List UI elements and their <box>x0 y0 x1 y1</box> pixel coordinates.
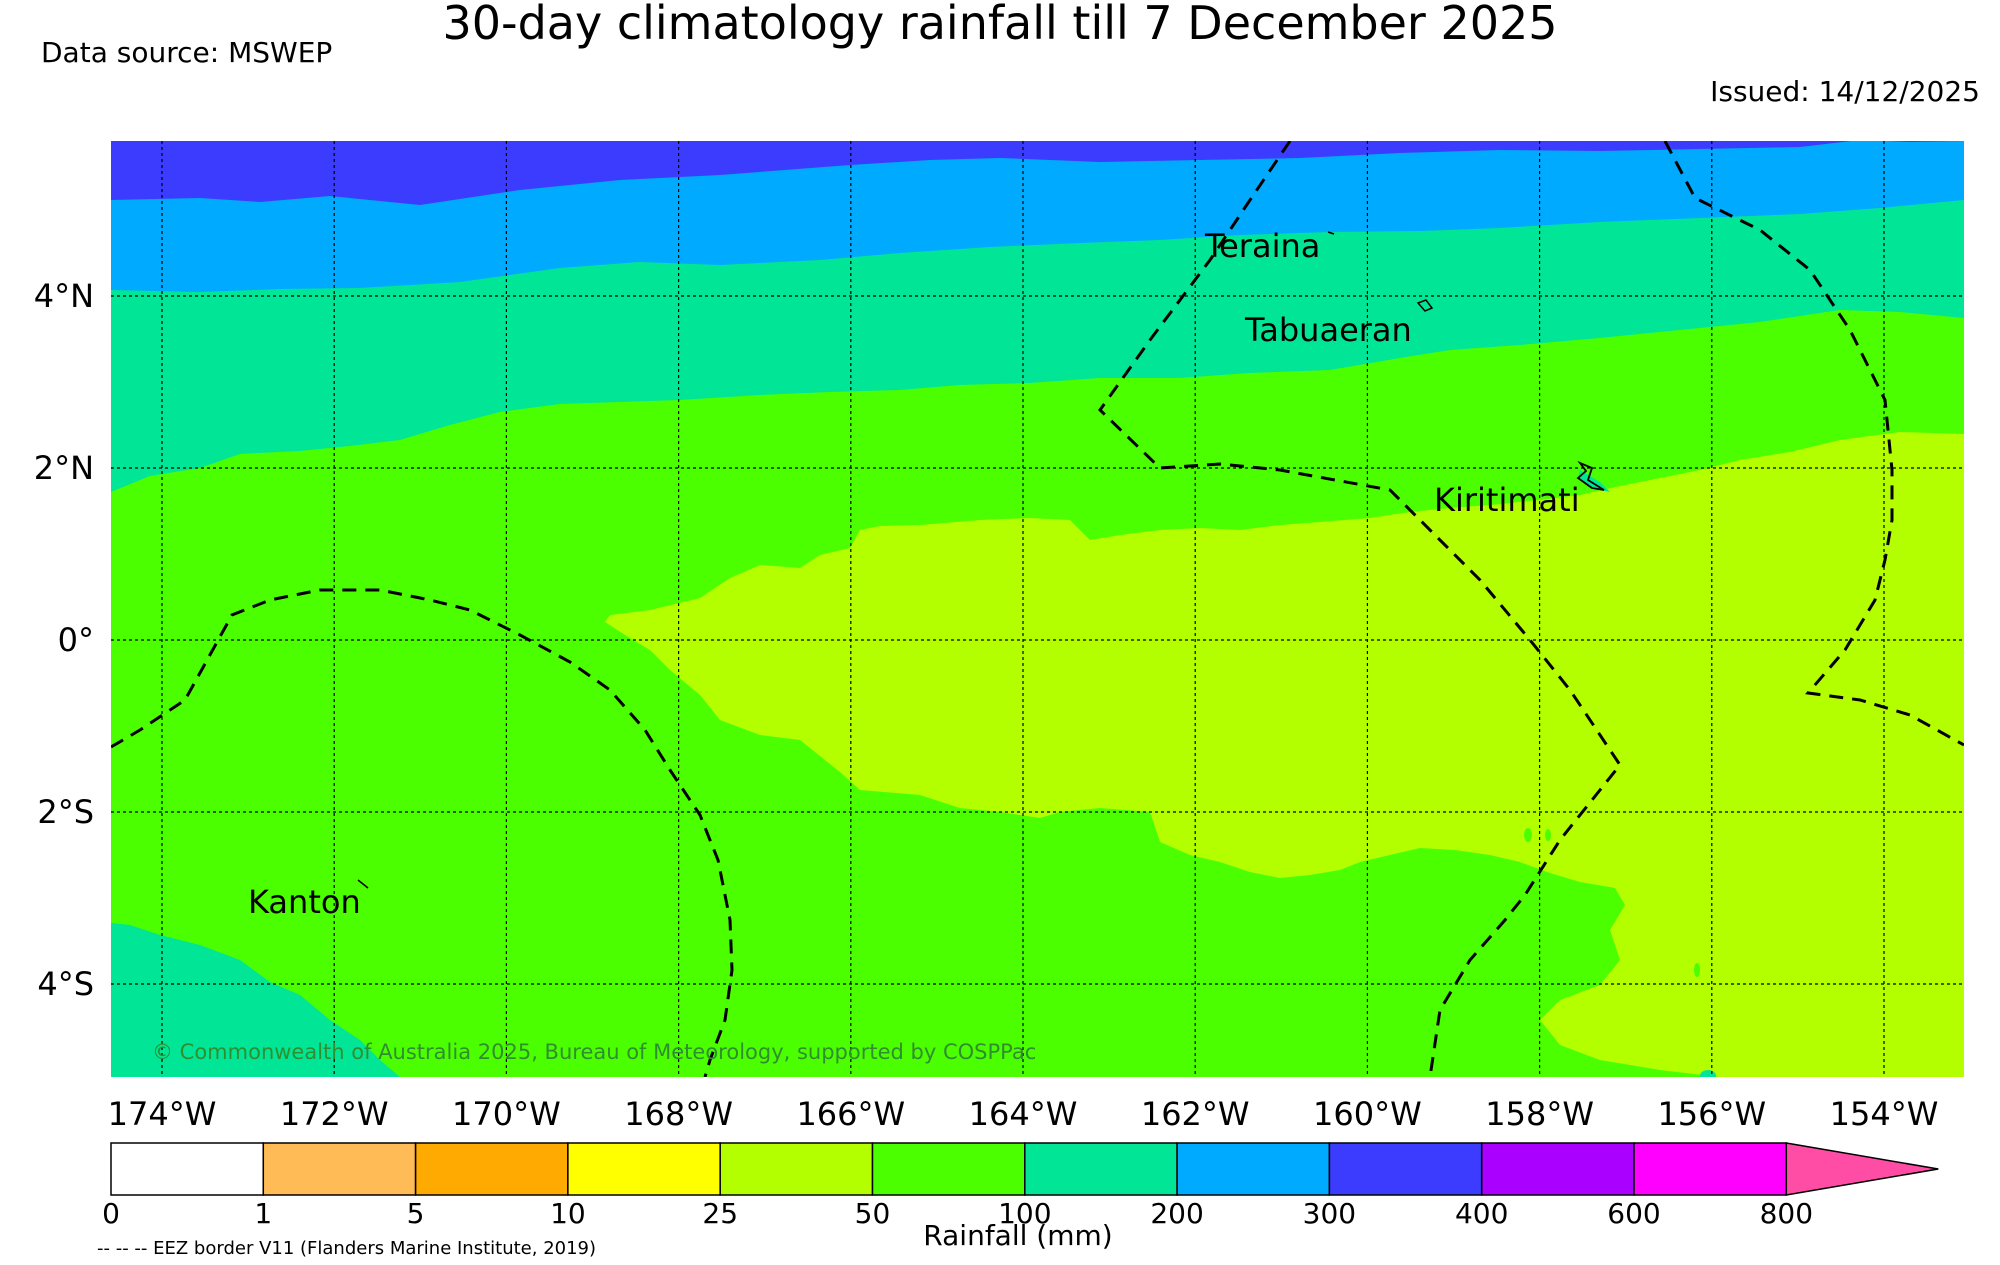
patch-small-2 <box>1524 828 1532 842</box>
colorbar-tick-label: 10 <box>550 1197 586 1230</box>
eez-footnote: -- -- -- EEZ border V11 (Flanders Marine… <box>97 1238 597 1259</box>
graticule <box>111 141 1964 1077</box>
place-label-tabuaeran: Tabuaeran <box>1244 311 1412 349</box>
issued-date: Issued: 14/12/2025 <box>1710 75 1980 108</box>
colorbar-tick-label: 25 <box>702 1197 738 1230</box>
place-label-teraina: Teraina <box>1204 227 1320 265</box>
data-source: Data source: MSWEP <box>41 36 333 69</box>
latitude-label: 2°S <box>37 793 94 831</box>
map-title: 30-day climatology rainfall till 7 Decem… <box>442 0 1558 50</box>
longitude-labels: 174°W 172°W 170°W 168°W 166°W 164°W 162°W 160°W… <box>108 1095 1939 1133</box>
colorbar-segment <box>1328 1142 1483 1196</box>
colorbar-segment <box>1633 1142 1788 1196</box>
colorbar-segment <box>1024 1142 1178 1196</box>
band-100-200-sw <box>111 923 400 1077</box>
tabuaeran-island <box>1416 299 1434 312</box>
colorbar-segment <box>567 1142 721 1196</box>
colorbar-label: Rainfall (mm) <box>923 1219 1112 1252</box>
place-label-kiritimati: Kiritimati <box>1434 481 1580 519</box>
colorbar-tick-label: 0 <box>102 1197 120 1230</box>
longitude-label: 158°W <box>1485 1095 1594 1133</box>
latitude-label: 4°N <box>34 277 94 315</box>
longitude-label: 160°W <box>1313 1095 1422 1133</box>
place-label-kanton: Kanton <box>248 883 361 921</box>
latitude-labels: 4°N 2°N 0° 2°S 4°S <box>34 277 94 1003</box>
teraina-island <box>1327 231 1335 235</box>
colorbar: 0 1 5 10 25 50 100 200 300 400 600 800 <box>102 1142 1939 1230</box>
longitude-label: 172°W <box>280 1095 389 1133</box>
patch-small-3 <box>1545 829 1551 841</box>
colorbar-tick-label: 1 <box>254 1197 272 1230</box>
copyright-notice: © Commonwealth of Australia 2025, Bureau… <box>152 1040 1036 1064</box>
latitude-label: 2°N <box>34 449 94 487</box>
colorbar-tick-label: 400 <box>1455 1197 1508 1230</box>
longitude-label: 166°W <box>796 1095 905 1133</box>
colorbar-tick-label: 5 <box>407 1197 425 1230</box>
latitude-label: 4°S <box>37 965 94 1003</box>
eez-phoenix-islands <box>111 588 734 1077</box>
colorbar-tick-label: 600 <box>1607 1197 1660 1230</box>
longitude-label: 170°W <box>452 1095 561 1133</box>
colorbar-segment <box>262 1142 417 1196</box>
colorbar-extend-arrow <box>1785 1142 1939 1196</box>
colorbar-tick-label: 50 <box>855 1197 891 1230</box>
colorbar-tick-label: 100 <box>998 1197 1051 1230</box>
colorbar-segment <box>871 1142 1026 1196</box>
kiritimati-island <box>1576 460 1605 491</box>
longitude-label: 154°W <box>1830 1095 1939 1133</box>
latitude-label: 0° <box>58 621 94 659</box>
eez-borders <box>111 141 1964 1077</box>
band-25-50-central <box>605 432 1964 1077</box>
longitude-label: 156°W <box>1657 1095 1766 1133</box>
eez-line-islands-east <box>1663 141 1964 747</box>
colorbar-segment <box>414 1142 569 1196</box>
eez-kiribati-line-islands <box>1098 141 1622 1077</box>
colorbar-tick-label: 300 <box>1303 1197 1356 1230</box>
longitude-label: 164°W <box>969 1095 1078 1133</box>
longitude-label: 168°W <box>624 1095 733 1133</box>
patch-kiritimati <box>1578 470 1610 492</box>
patch-small-1 <box>1230 875 1246 889</box>
kanton-island <box>357 879 369 889</box>
longitude-label: 174°W <box>108 1095 217 1133</box>
colorbar-tick-label: 200 <box>1150 1197 1203 1230</box>
patch-small-4 <box>1694 963 1700 977</box>
patch-small-5 <box>1700 1070 1716 1077</box>
colorbar-tick-label: 800 <box>1760 1197 1813 1230</box>
colorbar-segment <box>110 1142 265 1196</box>
colorbar-segment <box>719 1142 874 1196</box>
colorbar-segment <box>1480 1142 1635 1196</box>
rainfall-field <box>111 141 1964 1077</box>
longitude-label: 162°W <box>1141 1095 1250 1133</box>
colorbar-segment <box>1176 1142 1331 1196</box>
